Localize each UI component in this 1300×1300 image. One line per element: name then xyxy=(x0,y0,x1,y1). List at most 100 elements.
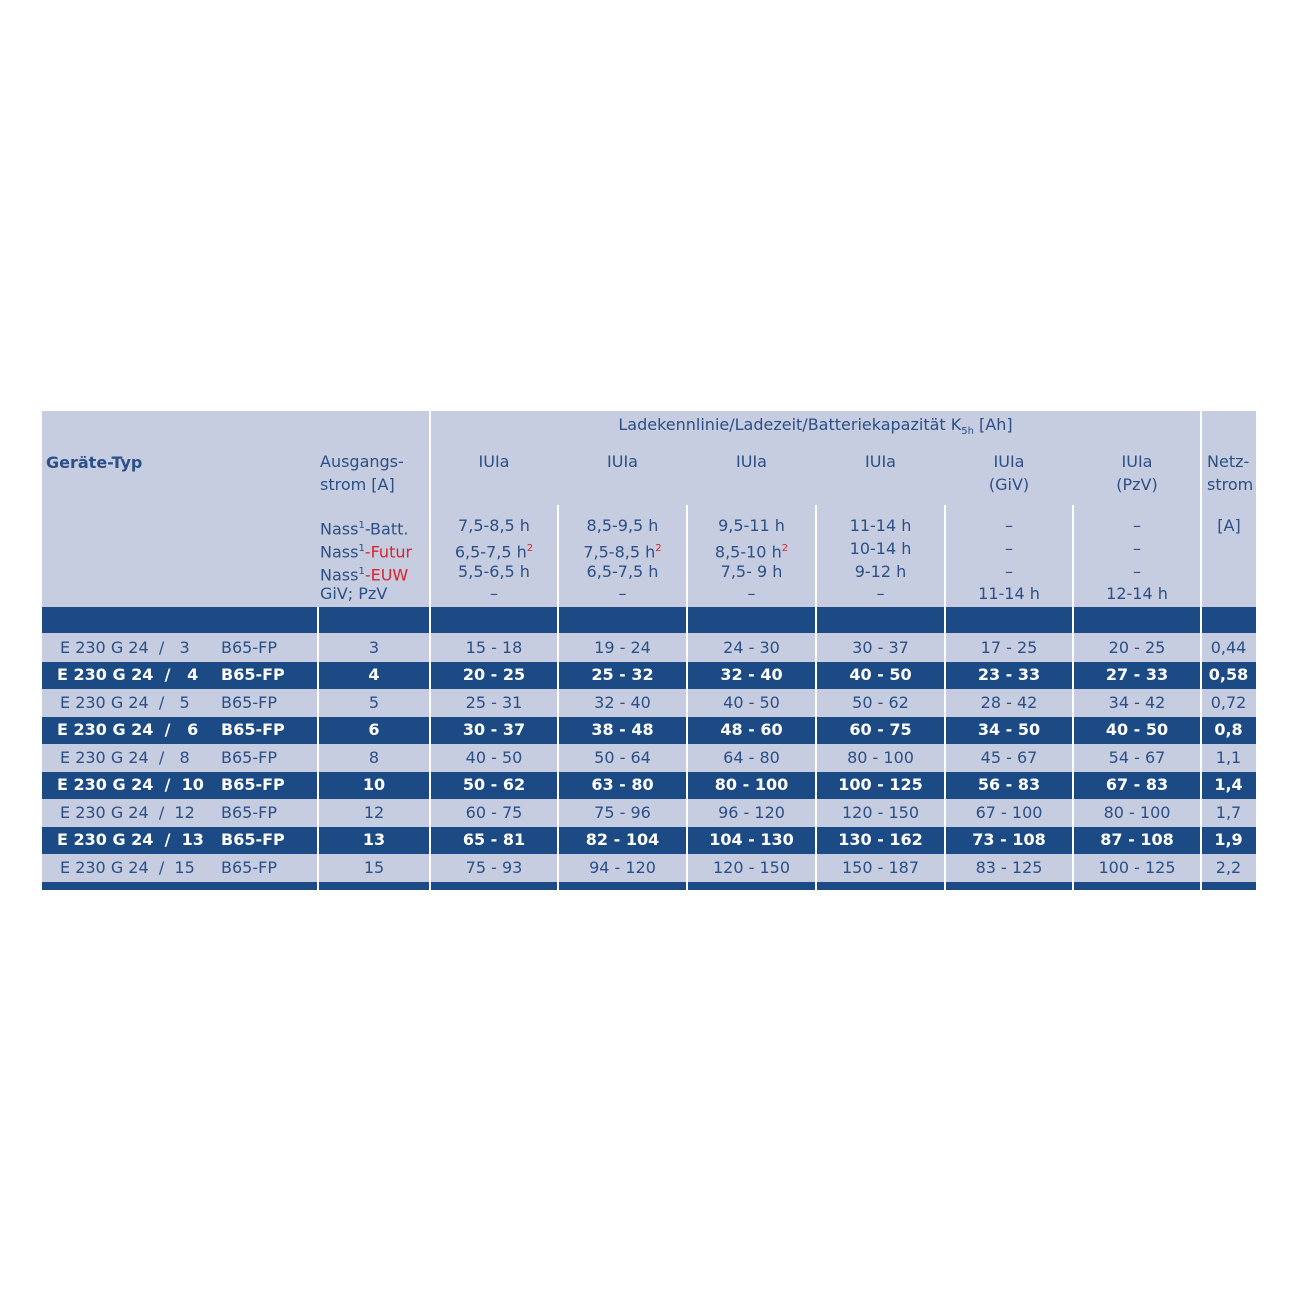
device-variant: B65-FP xyxy=(221,775,285,795)
device-model: E 230 G 24 / 13 xyxy=(57,830,204,850)
table-cell: 67 - 83 xyxy=(1105,775,1169,795)
mains-current: 1,1 xyxy=(1215,747,1242,767)
footnote-marker: 2 xyxy=(526,542,534,554)
table-cell: 12 xyxy=(363,802,385,822)
device-variant: B65-FP xyxy=(221,857,277,877)
table-cell: 83 - 125 xyxy=(975,857,1043,877)
group-title: Ladekennlinie/Ladezeit/Batteriekapazität… xyxy=(430,414,1201,443)
table-cell: 20 - 25 xyxy=(462,665,526,685)
battery-suffix: -Batt. xyxy=(364,519,409,539)
charge-time: – xyxy=(939,561,1079,583)
table-cell: 15 xyxy=(363,857,385,877)
column-divider xyxy=(815,505,817,607)
device-model: E 230 G 24 / 8 xyxy=(60,747,190,767)
footnote-marker: 2 xyxy=(655,542,662,554)
charge-time: – xyxy=(1067,538,1207,560)
device-model: E 230 G 24 / 5 xyxy=(60,692,190,712)
table-cell: 80 - 100 xyxy=(847,747,914,767)
curve-label: (PzV) xyxy=(1116,475,1158,494)
table-background xyxy=(42,411,1256,890)
curve-label: IUIa xyxy=(607,452,638,471)
battery-prefix: Nass xyxy=(320,519,359,539)
mains-current: 1,7 xyxy=(1215,802,1242,822)
time-text: – xyxy=(747,584,756,604)
charge-time: 7,5-8,5 h xyxy=(424,515,564,537)
charge-time: – xyxy=(939,538,1079,560)
device-model: E 230 G 24 / 3 xyxy=(60,637,190,657)
table-cell: 63 - 80 xyxy=(591,775,654,795)
device-model: E 230 G 24 / 10 xyxy=(57,775,204,795)
header-label: strom xyxy=(1207,475,1254,494)
time-text: 11-14 h xyxy=(849,516,912,535)
mains-current: 1,9 xyxy=(1214,830,1243,850)
time-text: 7,5- 9 h xyxy=(720,561,783,581)
table-cell: 45 - 67 xyxy=(980,747,1038,767)
table-cell: 75 - 93 xyxy=(465,857,523,877)
time-text: 8,5-10 h xyxy=(714,542,782,562)
curve-label: IUIa xyxy=(736,452,767,471)
charge-time: 12-14 h xyxy=(1067,583,1207,605)
header-label: Geräte-Typ xyxy=(46,453,143,472)
battery-prefix: GiV; PzV xyxy=(320,584,388,604)
battery-type: Nass1-EUW xyxy=(320,561,408,586)
charge-time: – xyxy=(939,515,1079,537)
header-band xyxy=(42,607,1256,633)
time-text: – xyxy=(1133,561,1141,581)
title-text: Ladekennlinie/Ladezeit/Batteriekapazität… xyxy=(618,415,962,434)
table-cell: 5 xyxy=(368,692,380,712)
table-cell: 38 - 48 xyxy=(591,720,654,740)
table-cell: 87 - 108 xyxy=(1100,830,1174,850)
charge-time: 11-14 h xyxy=(939,583,1079,605)
device-variant: B65-FP xyxy=(221,665,285,685)
column-divider xyxy=(944,505,946,607)
table-cell: 32 - 40 xyxy=(720,665,783,685)
device-model: E 230 G 24 / 15 xyxy=(60,857,195,877)
column-divider xyxy=(686,505,688,607)
charge-time: 8,5-10 h2 xyxy=(682,538,822,563)
table-cell: 32 - 40 xyxy=(594,692,651,712)
table-cell: 24 - 30 xyxy=(723,637,780,657)
row-band xyxy=(42,826,1256,854)
column-divider xyxy=(429,607,431,890)
column-divider xyxy=(429,411,431,607)
column-divider xyxy=(1072,505,1074,607)
time-text: 11-14 h xyxy=(978,584,1040,604)
mains-current: 0,44 xyxy=(1210,637,1247,657)
device-model: E 230 G 24 / 6 xyxy=(57,720,199,740)
curve-label: IUIa xyxy=(993,452,1025,471)
time-text: 7,5-8,5 h xyxy=(583,542,656,562)
device-variant: B65-FP xyxy=(221,830,285,850)
table-cell: 3 xyxy=(368,637,380,657)
footnote-marker: 1 xyxy=(358,542,365,554)
table-cell: 40 - 50 xyxy=(465,747,523,767)
time-text: 9-12 h xyxy=(854,561,907,581)
time-text: – xyxy=(1005,561,1013,581)
charge-time: 5,5-6,5 h xyxy=(424,561,564,583)
table-cell: 40 - 50 xyxy=(723,692,780,712)
charge-time: – xyxy=(1067,561,1207,583)
table-cell: 80 - 100 xyxy=(714,775,789,795)
table-cell: 20 - 25 xyxy=(1108,637,1166,657)
battery-type: Nass1-Batt. xyxy=(320,515,408,540)
curve-label: IUIa xyxy=(865,452,896,471)
table-cell: 40 - 50 xyxy=(1105,720,1169,740)
time-text: – xyxy=(1005,516,1013,535)
column-divider xyxy=(944,607,946,890)
charge-time: 9-12 h xyxy=(811,561,951,583)
mains-current: 1,4 xyxy=(1214,775,1243,795)
table-cell: 75 - 96 xyxy=(594,802,651,822)
footnote-marker: 2 xyxy=(781,542,789,554)
time-text: 12-14 h xyxy=(1106,584,1168,604)
time-text: – xyxy=(1133,516,1141,535)
charge-time: 6,5-7,5 h xyxy=(553,561,693,583)
table-cell: 30 - 37 xyxy=(852,637,909,657)
device-variant: B65-FP xyxy=(221,747,277,767)
header-label: Ausgangs- xyxy=(320,452,404,471)
column-divider xyxy=(317,607,319,890)
device-variant: B65-FP xyxy=(221,692,277,712)
table-cell: 150 - 187 xyxy=(841,857,920,877)
row-band xyxy=(42,661,1256,689)
charge-time: – xyxy=(1067,515,1207,537)
time-text: 8,5-9,5 h xyxy=(586,516,659,535)
